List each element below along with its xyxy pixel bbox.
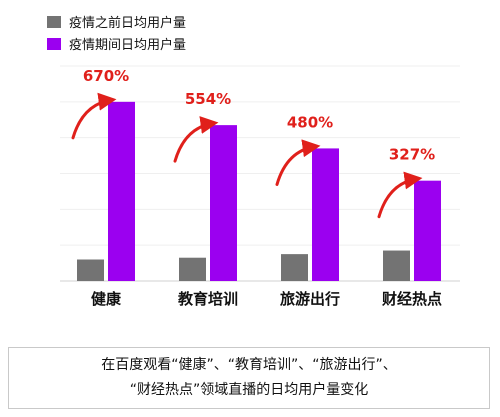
growth-label-4: 327% (389, 146, 435, 164)
growth-label-3: 480% (287, 113, 333, 131)
bar-during-2 (210, 125, 237, 281)
bar-during-3 (312, 148, 339, 281)
caption-line-2: “财经热点”领域直播的日均用户量变化 (129, 382, 369, 398)
legend-swatch-2 (47, 38, 61, 50)
growth-label-1: 670% (83, 67, 129, 85)
bar-before-3 (281, 254, 308, 281)
bar-during-1 (108, 101, 135, 281)
caption-box: 在百度观看“健康”、“教育培训”、“旅游出行”、 “财经热点”领域直播的日均用户… (8, 347, 490, 409)
bar-before-2 (179, 257, 206, 281)
bar-before-4 (383, 250, 410, 281)
growth-arrow-3 (275, 139, 321, 186)
bar-before-1 (77, 259, 104, 281)
x-axis-labels: 健康 教育培训 旅游出行 财经热点 (91, 290, 442, 308)
category-label-1: 健康 (91, 290, 122, 308)
legend-swatch-1 (47, 16, 61, 28)
caption-line-1: 在百度观看“健康”、“教育培训”、“旅游出行”、 (101, 357, 397, 373)
category-label-4: 财经热点 (382, 290, 442, 308)
growth-annotations: 670% 554% 480% 327% (71, 67, 435, 219)
category-label-2: 教育培训 (177, 290, 238, 308)
category-label-3: 旅游出行 (280, 290, 340, 308)
bars (77, 101, 441, 281)
growth-arrow-4 (377, 171, 423, 219)
bar-during-4 (414, 180, 441, 281)
legend-label-2: 疫情期间日均用户量 (69, 37, 186, 53)
growth-arrow-1 (71, 92, 117, 140)
legend-label-1: 疫情之前日均用户量 (69, 15, 186, 31)
growth-arrow-2 (173, 116, 219, 163)
growth-label-2: 554% (185, 90, 231, 108)
